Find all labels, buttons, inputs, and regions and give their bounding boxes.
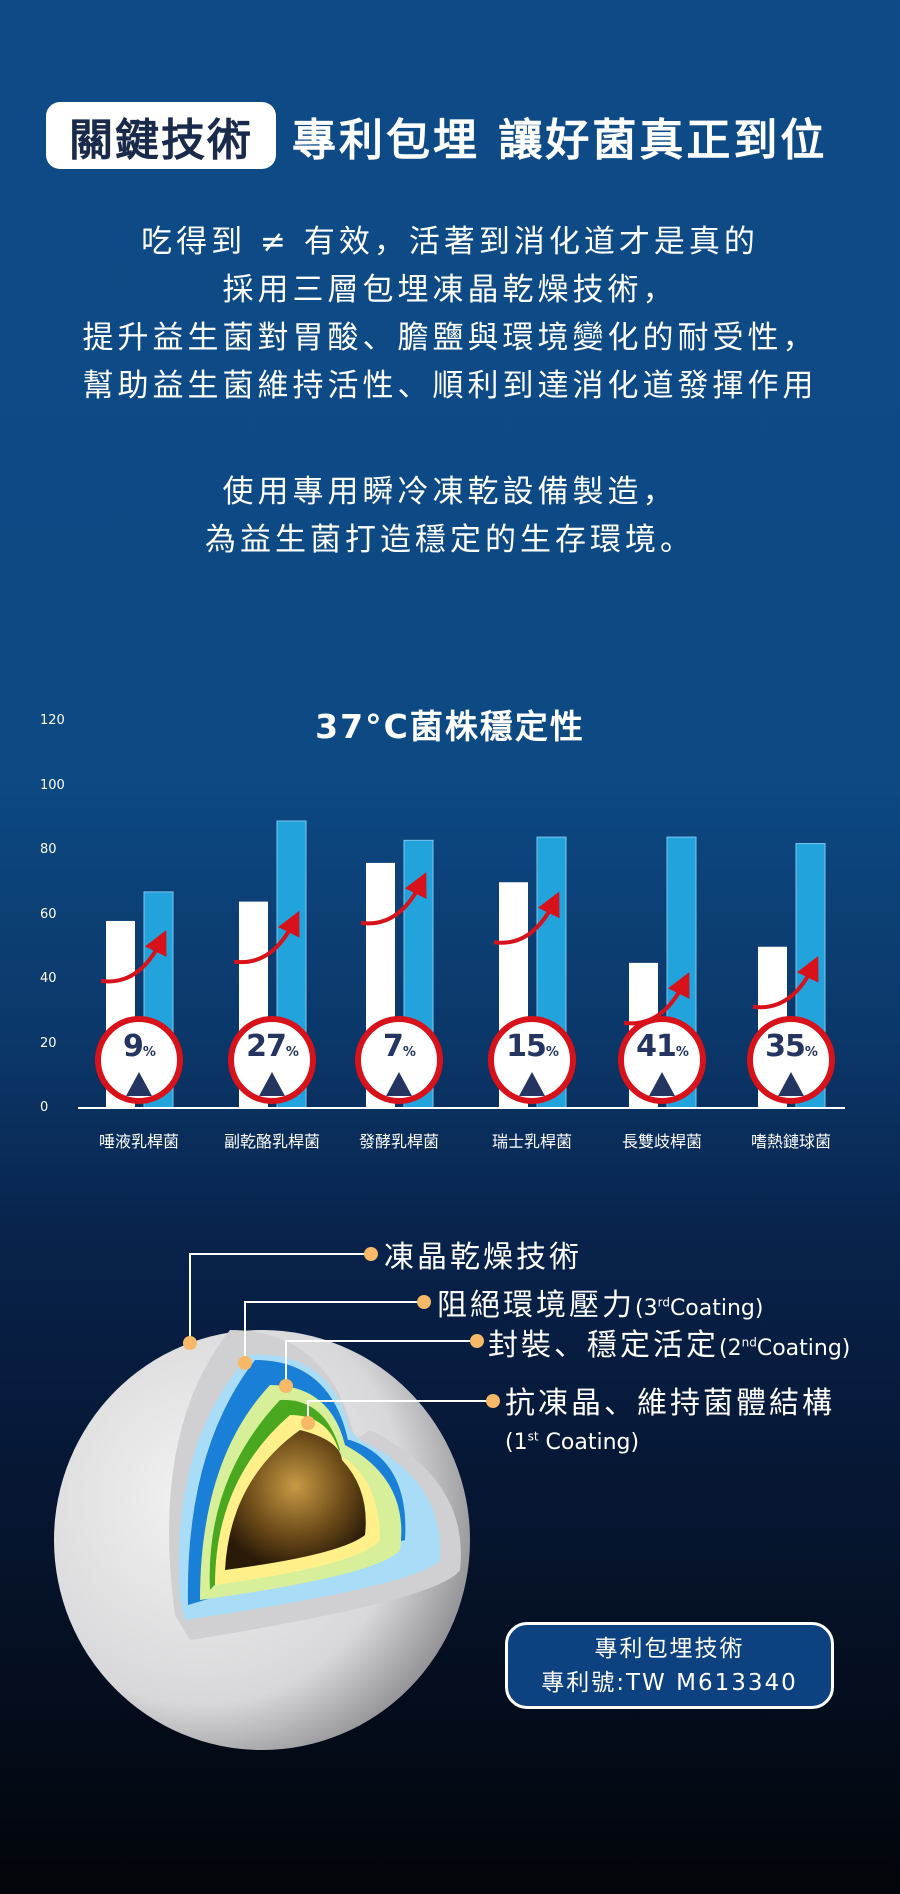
increase-badge: 9% [95, 1016, 183, 1104]
increase-arrow [623, 972, 690, 1026]
coating-sup: st [527, 1429, 539, 1444]
category-label: 發酵乳桿菌 [358, 1132, 439, 1151]
increase-badge: 15% [488, 1016, 576, 1104]
intro-line: 為益生菌打造穩定的生存環境。 [205, 522, 695, 558]
percent-sign: % [285, 1045, 299, 1060]
increase-badge: 35% [747, 1016, 835, 1104]
coating-sup: nd [741, 1335, 757, 1350]
up-triangle-icon [259, 1072, 285, 1096]
label-coating-1: 抗凍晶、維持菌體結構 (1st Coating) [505, 1378, 835, 1457]
up-triangle-icon [649, 1072, 675, 1096]
increase-arrow [493, 891, 560, 945]
coating-open: (2 [719, 1336, 742, 1361]
increase-arrow [100, 930, 167, 984]
coating-sup: rd [657, 1295, 670, 1310]
coating-close: Coating) [756, 1336, 851, 1361]
label-coating-2: 封裝、穩定活定(2ndCoating) [488, 1320, 850, 1364]
coating-open: (3 [635, 1296, 658, 1321]
increase-badge: 27% [228, 1016, 316, 1104]
percent-sign: % [804, 1045, 818, 1060]
up-triangle-icon [778, 1072, 804, 1096]
label-text: 抗凍晶、維持菌體結構 [505, 1386, 835, 1421]
label-text: 凍晶乾燥技術 [384, 1240, 582, 1275]
coating-close: Coating) [669, 1296, 764, 1321]
key-tech-badge: 關鍵技術 [46, 102, 276, 169]
increase-arrow [233, 910, 300, 965]
page-headline: 專利包埋 讓好菌真正到位 [292, 114, 828, 166]
category-label: 唾液乳桿菌 [98, 1132, 179, 1151]
increase-badge: 41% [618, 1016, 706, 1104]
intro-line: 提升益生菌對胃酸、膽鹽與環境變化的耐受性， [82, 320, 818, 356]
increase-value: 35 [765, 1029, 806, 1064]
up-triangle-icon [126, 1072, 152, 1096]
increase-arrow [752, 955, 819, 1010]
patent-number: 專利號:TW M613340 [541, 1670, 798, 1696]
y-tick-label: 100 [40, 777, 65, 793]
intro-line: 採用三層包埋凍晶乾燥技術， [222, 272, 678, 308]
up-triangle-icon [519, 1072, 545, 1096]
label-freeze-dry: 凍晶乾燥技術 [384, 1232, 582, 1276]
patent-box: 專利包埋技術 專利號:TW M613340 [505, 1622, 834, 1709]
chart-title: 37°C菌株穩定性 [315, 707, 585, 746]
percent-sign: % [545, 1045, 559, 1060]
coating-open: (1 [505, 1430, 528, 1455]
increase-value: 27 [246, 1029, 287, 1064]
intro-line: 幫助益生菌維持活性、順利到達消化道發揮作用 [82, 368, 818, 404]
label-coating-3: 阻絕環境壓力(3rdCoating) [437, 1280, 763, 1324]
increase-badge: 7% [355, 1016, 443, 1104]
increase-value: 9 [123, 1029, 144, 1064]
percent-sign: % [675, 1045, 689, 1060]
y-tick-label: 0 [40, 1100, 49, 1115]
label-text: 阻絕環境壓力 [437, 1288, 635, 1323]
category-label: 嗜熱鏈球菌 [750, 1132, 831, 1151]
category-label: 瑞士乳桿菌 [491, 1132, 572, 1151]
equipment-paragraph: 使用專用瞬冷凍乾設備製造， 為益生菌打造穩定的生存環境。 [0, 468, 900, 564]
category-label: 副乾酪乳桿菌 [223, 1132, 320, 1151]
leader-dots [183, 1247, 500, 1430]
percent-sign: % [402, 1045, 416, 1060]
category-label: 長雙歧桿菌 [621, 1132, 702, 1151]
intro-line: 吃得到 ≠ 有效，活著到消化道才是真的 [141, 224, 759, 260]
coating-close: Coating) [538, 1430, 640, 1455]
y-tick-label: 120 [40, 713, 65, 728]
increase-value: 41 [636, 1029, 677, 1064]
y-tick-label: 80 [40, 842, 57, 857]
intro-line: 使用專用瞬冷凍乾設備製造， [222, 474, 678, 510]
sphere-illustration [54, 1330, 470, 1750]
percent-sign: % [142, 1045, 156, 1060]
label-text: 封裝、穩定活定 [488, 1328, 719, 1363]
intro-paragraph: 吃得到 ≠ 有效，活著到消化道才是真的 採用三層包埋凍晶乾燥技術， 提升益生菌對… [0, 218, 900, 410]
increase-value: 7 [383, 1029, 404, 1064]
y-tick-label: 20 [40, 1035, 57, 1051]
y-tick-label: 40 [40, 971, 57, 986]
y-tick-label: 60 [40, 906, 57, 922]
leader-lines [189, 1253, 493, 1423]
increase-value: 15 [506, 1029, 547, 1064]
increase-arrow [360, 872, 427, 926]
up-triangle-icon [386, 1072, 412, 1096]
patent-title: 專利包埋技術 [594, 1636, 745, 1662]
